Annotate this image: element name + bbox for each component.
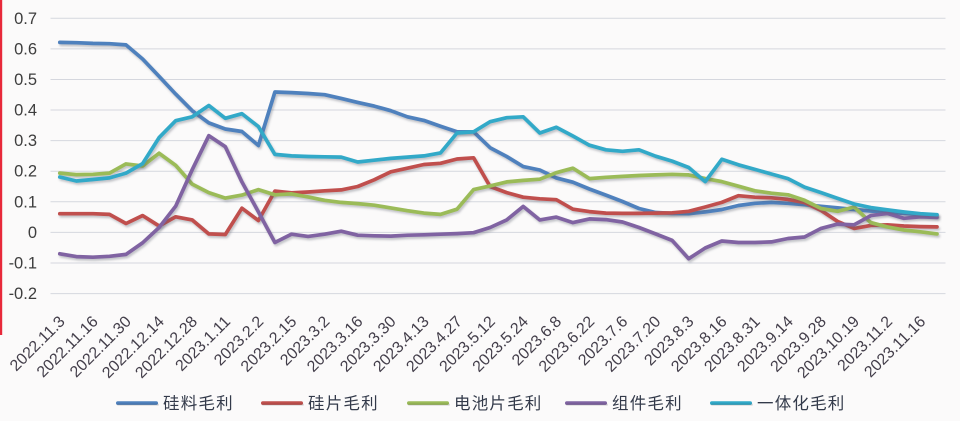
svg-text:0.2: 0.2 [14,163,37,181]
svg-text:-0.2: -0.2 [9,285,37,303]
svg-text:-0.1: -0.1 [9,255,37,273]
svg-text:0.7: 0.7 [14,10,37,28]
svg-text:电池片毛利: 电池片毛利 [454,394,543,413]
svg-text:0.1: 0.1 [14,193,37,211]
svg-text:组件毛利: 组件毛利 [612,394,683,413]
svg-text:硅料毛利: 硅料毛利 [163,394,234,413]
svg-text:硅片毛利: 硅片毛利 [308,394,379,413]
svg-text:0.6: 0.6 [14,40,37,58]
svg-text:0: 0 [28,224,37,242]
svg-text:0.5: 0.5 [14,71,37,89]
svg-text:0.3: 0.3 [14,132,37,150]
svg-text:一体化毛利: 一体化毛利 [757,394,846,413]
svg-text:0.4: 0.4 [14,102,37,120]
